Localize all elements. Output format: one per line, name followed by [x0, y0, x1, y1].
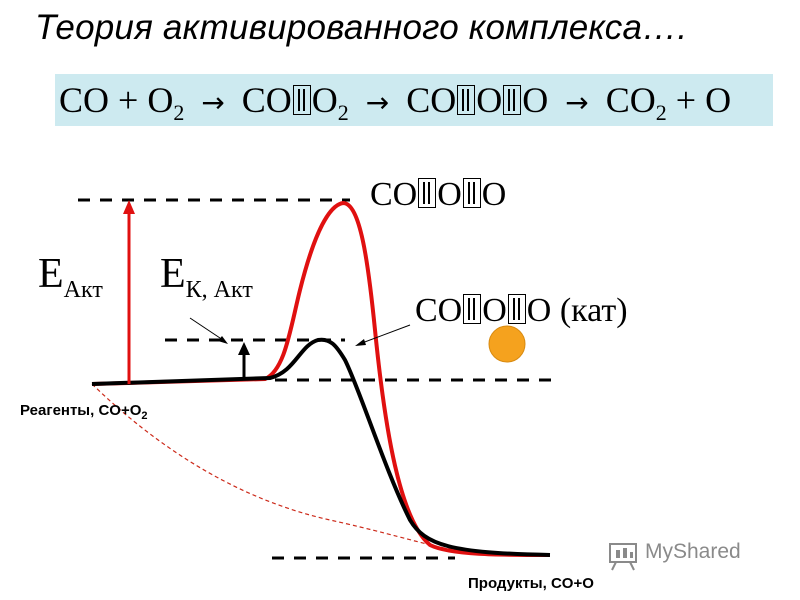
eq-reactants-sub: 2 — [173, 100, 185, 125]
page-title: Теория активированного комплекса…. — [35, 8, 688, 47]
bond-glyph-icon — [457, 85, 476, 115]
eq-step2-b: O — [476, 80, 503, 120]
eq-arrow-1: → — [201, 86, 225, 119]
bond-glyph-icon — [418, 178, 437, 208]
complex-part: O — [481, 176, 507, 213]
catalyzed-activation-energy-label: EК, Акт — [160, 250, 253, 304]
complex-part: CO — [370, 176, 418, 213]
reagents-text: Реагенты, CO+O — [20, 402, 142, 419]
myshared-logo-icon — [609, 543, 637, 571]
cat-pointer-head — [355, 339, 366, 346]
e-k-subscript: К, Акт — [185, 277, 253, 303]
activation-energy-arrowhead — [123, 200, 135, 214]
reaction-equation-box: CO + O2 → CO O2 → CO O O → CO2 + O — [55, 74, 773, 126]
ek-pointer-head — [218, 336, 228, 344]
complex-part: O — [482, 292, 507, 329]
products-label: Продукты, CO+O — [468, 575, 594, 592]
reagents-label: Реагенты, CO+O2 — [20, 402, 148, 422]
reagents-subscript: 2 — [141, 410, 148, 422]
complex-part: O — [437, 176, 462, 213]
eq-products-tail: + O — [666, 80, 732, 120]
cat-pointer-line — [361, 324, 411, 344]
eq-arrow-3: → — [565, 86, 589, 119]
bond-glyph-icon — [292, 85, 311, 115]
bond-glyph-icon — [462, 178, 481, 208]
catalyzed-energy-arrowhead — [238, 342, 250, 355]
uncatalyzed-curve — [91, 200, 551, 557]
eq-products: CO — [605, 80, 656, 120]
complex-part: CO — [415, 292, 463, 329]
reaction-equation: CO + O2 → CO O2 → CO O O → CO2 + O — [55, 76, 777, 125]
catalyzed-complex-label: CO O O (кат) — [415, 292, 628, 330]
eq-step2-c: O — [522, 80, 549, 120]
eq-step1-b: O — [311, 80, 338, 120]
eq-step2-a: CO — [406, 80, 457, 120]
eq-arrow-2: → — [365, 86, 390, 119]
complex-part: O — [526, 292, 552, 329]
bond-glyph-icon — [507, 294, 526, 324]
alternative-path-curve — [91, 383, 501, 556]
e-akt-symbol: E — [38, 251, 64, 297]
eq-step1-a: CO — [241, 80, 292, 120]
watermark-text: MyShared — [645, 540, 741, 563]
catalyst-suffix: (кат) — [551, 292, 628, 329]
eq-step1-sub: 2 — [337, 100, 349, 125]
activated-complex-label: CO O O — [370, 176, 506, 214]
e-k-symbol: E — [160, 251, 186, 297]
ek-pointer-line — [189, 317, 224, 341]
catalyst-circle-icon — [488, 325, 526, 363]
activation-energy-label: EАкт — [38, 250, 103, 304]
catalyzed-curve — [91, 337, 551, 557]
e-akt-subscript: Акт — [63, 277, 103, 303]
eq-products-sub: 2 — [655, 100, 667, 125]
bond-glyph-icon — [463, 294, 482, 324]
eq-reactants: CO + O — [59, 80, 174, 120]
bond-glyph-icon — [503, 85, 522, 115]
